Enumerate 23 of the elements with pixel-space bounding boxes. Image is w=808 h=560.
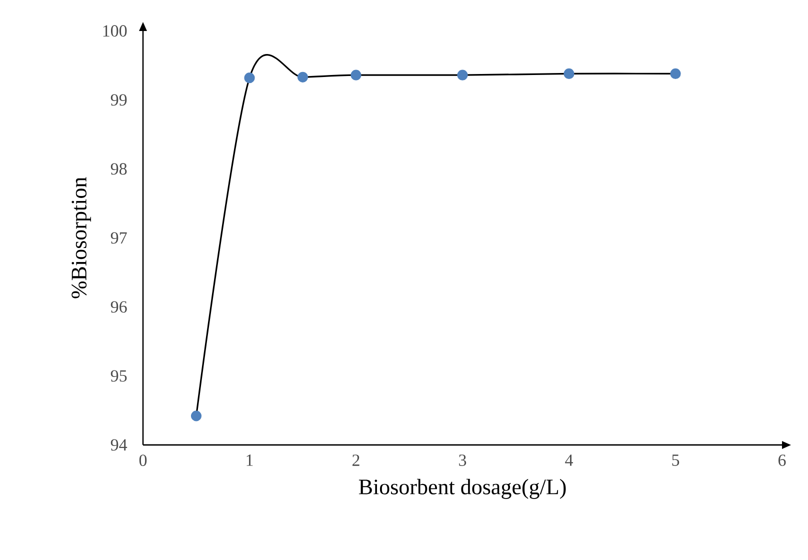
y-tick-label: 100 <box>103 25 127 37</box>
x-tick-label: 6 <box>778 454 786 466</box>
point <box>564 68 574 79</box>
point <box>350 70 362 80</box>
x-tick-label: 1 <box>246 454 253 466</box>
x-tick-label: 0 <box>139 454 147 466</box>
point <box>244 72 255 84</box>
point <box>297 72 308 82</box>
y-tick-label: 98 <box>110 163 127 175</box>
x-tick-label: 3 <box>459 454 466 466</box>
y-tick-label: 99 <box>110 94 127 106</box>
x-tick-label: 4 <box>565 454 573 466</box>
y-tick-label: 95 <box>110 370 127 382</box>
x-tick-label: 5 <box>672 454 680 466</box>
y-tick-label: 94 <box>110 439 128 451</box>
y-axis-title: %Biosorption <box>72 177 91 298</box>
y-tick-label: 96 <box>110 301 127 313</box>
point <box>190 410 202 422</box>
x-axis-title: Biosorbent dosage(g/L) <box>358 478 566 499</box>
y-tick-label: 97 <box>110 232 127 244</box>
point <box>670 68 681 79</box>
x-tick-label: 2 <box>352 454 360 466</box>
point <box>457 70 468 80</box>
